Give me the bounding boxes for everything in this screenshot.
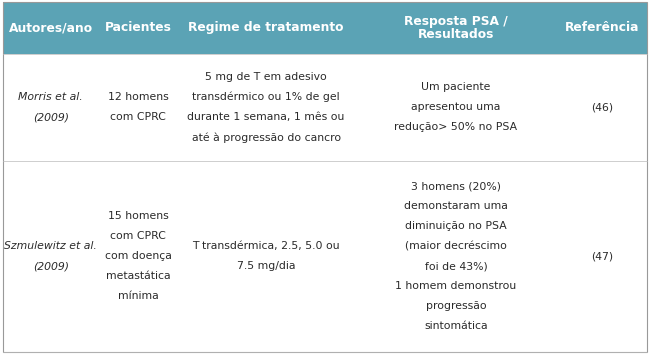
Bar [3,160,647,352]
Text: Szmulewitz et al.

(2009): Szmulewitz et al. (2009) [5,241,97,272]
Bar [3,54,647,160]
Text: (46): (46) [592,102,614,112]
Text: 5 mg de T em adesivo

transdérmico ou 1% de gel

durante 1 semana, 1 mês ou

até: 5 mg de T em adesivo transdérmico ou 1% … [187,72,344,143]
Text: Autores/ano: Autores/ano [9,21,93,34]
Text: 3 homens (20%)

demonstaram uma

diminuição no PSA

(maior decréscimo

foi de 43: 3 homens (20%) demonstaram uma diminuiçã… [395,181,517,331]
Text: Morris et al.

(2009): Morris et al. (2009) [18,92,83,122]
Text: T transdérmica, 2.5, 5.0 ou

7.5 mg/dia: T transdérmica, 2.5, 5.0 ou 7.5 mg/dia [192,241,340,272]
Text: Regime de tratamento: Regime de tratamento [188,21,344,34]
Text: Referência: Referência [565,21,640,34]
Bar [3,2,647,54]
Text: Resposta PSA /
Resultados: Resposta PSA / Resultados [404,15,508,41]
Text: 12 homens

com CPRC: 12 homens com CPRC [108,92,169,122]
Text: Um paciente

apresentou uma

redução> 50% no PSA: Um paciente apresentou uma redução> 50% … [395,82,517,132]
Text: 15 homens

com CPRC

com doença

metastática

mínima: 15 homens com CPRC com doença metastátic… [105,211,172,301]
Text: Pacientes: Pacientes [105,21,172,34]
Text: (47): (47) [592,251,614,261]
